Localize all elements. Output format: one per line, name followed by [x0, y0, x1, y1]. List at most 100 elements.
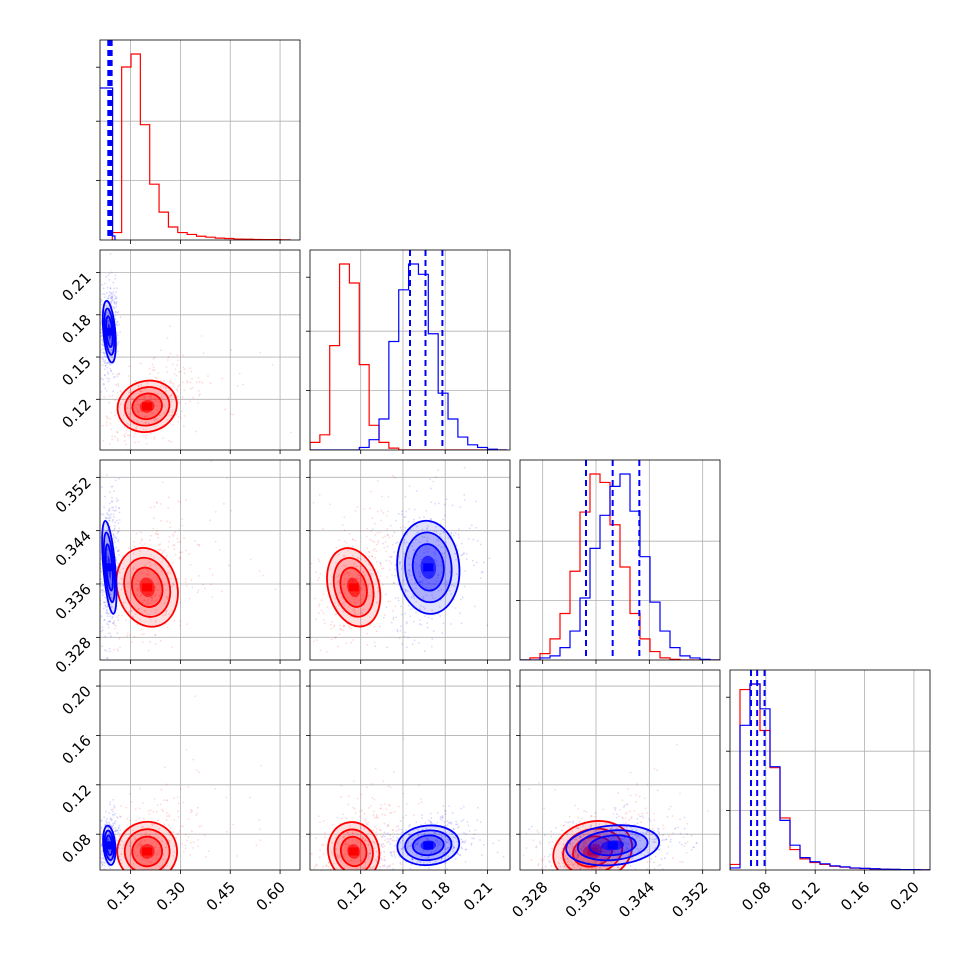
scatter-point-blue — [637, 851, 639, 853]
scatter-point-red — [373, 847, 376, 850]
scatter-point-blue — [441, 816, 444, 819]
scatter-point-red — [97, 593, 99, 595]
scatter-point-blue — [450, 583, 453, 586]
scatter-point-blue — [658, 848, 661, 851]
scatter-point-red — [557, 881, 559, 883]
scatter-point-red — [117, 883, 119, 885]
scatter-point-red — [184, 847, 187, 850]
scatter-point-blue — [463, 466, 466, 469]
scatter-point-blue — [413, 549, 416, 552]
scatter-point-blue — [594, 812, 597, 814]
scatter-point-blue — [108, 803, 111, 806]
scatter-point-red — [142, 802, 144, 804]
scatter-point-red — [380, 857, 382, 859]
scatter-point-blue — [100, 589, 103, 592]
scatter-point-red — [143, 599, 146, 602]
scatter-point-red — [167, 507, 170, 509]
scatter-point-blue — [435, 839, 437, 842]
scatter-point-red — [339, 592, 342, 595]
scatter-point-blue — [104, 601, 107, 604]
scatter-point-red — [320, 599, 323, 602]
scatter-point-red — [168, 395, 170, 398]
scatter-point-red — [587, 872, 589, 874]
scatter-point-blue — [109, 650, 111, 653]
scatter-point-red — [343, 593, 346, 595]
scatter-point-red — [155, 418, 158, 421]
scatter-point-blue — [114, 624, 117, 627]
contour-blue — [102, 531, 116, 604]
scatter-point-red — [412, 814, 415, 817]
scatter-point-red — [389, 864, 392, 866]
scatter-point-red — [113, 878, 115, 880]
scatter-point-red — [125, 432, 127, 435]
scatter-point-blue — [608, 820, 611, 823]
scatter-point-blue — [104, 516, 107, 519]
scatter-point-blue — [115, 546, 118, 549]
scatter-point-blue — [104, 387, 107, 390]
scatter-point-red — [119, 646, 121, 649]
scatter-point-red — [141, 825, 144, 828]
scatter-point-red — [154, 417, 157, 420]
scatter-point-red — [149, 396, 152, 399]
scatter-point-blue — [386, 832, 389, 835]
scatter-point-red — [165, 815, 168, 818]
scatter-point-blue — [383, 864, 386, 867]
scatter-point-blue — [113, 541, 116, 544]
scatter-point-blue — [100, 861, 103, 863]
scatter-point-red — [230, 509, 233, 512]
scatter-point-blue — [427, 857, 429, 860]
scatter-point-blue — [463, 832, 465, 834]
scatter-point-blue — [639, 815, 642, 818]
scatter-point-red — [181, 871, 183, 873]
scatter-point-blue — [103, 506, 106, 509]
scatter-point-red — [364, 818, 367, 821]
scatter-point-blue — [413, 880, 415, 882]
scatter-point-blue — [110, 578, 113, 581]
scatter-point-blue — [452, 850, 455, 853]
scatter-point-blue — [105, 356, 107, 358]
panel-border — [729, 669, 931, 871]
scatter-point-red — [125, 806, 128, 809]
scatter-point-red — [179, 788, 182, 790]
scatter-point-red — [343, 529, 346, 532]
scatter-point-red — [352, 832, 354, 835]
scatter-point-red — [625, 891, 627, 893]
scatter-point-red — [357, 613, 360, 615]
scatter-point-blue — [109, 296, 112, 299]
scatter-point-blue — [601, 841, 604, 844]
scatter-point-red — [376, 828, 378, 831]
scatter-point-blue — [413, 561, 416, 564]
scatter-point-red — [345, 642, 348, 645]
scatter-point-blue — [415, 525, 418, 528]
scatter-point-blue — [437, 469, 440, 471]
scatter-point-red — [679, 818, 681, 821]
scatter-point-blue — [101, 864, 104, 866]
scatter-point-red — [649, 837, 651, 840]
scatter-point-blue — [479, 577, 482, 579]
scatter-point-red — [140, 883, 142, 885]
scatter-point-red — [371, 555, 374, 557]
scatter-point-blue — [579, 867, 582, 870]
scatter-point-blue — [407, 874, 409, 876]
scatter-point-red — [118, 527, 121, 530]
scatter-point-red — [569, 843, 572, 846]
scatter-point-red — [361, 588, 364, 591]
scatter-point-blue — [496, 851, 499, 854]
scatter-point-red — [168, 814, 171, 816]
scatter-point-blue — [472, 538, 475, 541]
scatter-point-red — [144, 543, 146, 545]
scatter-point-blue — [590, 824, 593, 827]
density-peak-blue — [104, 841, 115, 850]
scatter-point-red — [331, 824, 334, 826]
scatter-point-red — [141, 538, 143, 541]
scatter-point-red — [148, 561, 151, 564]
panel-p3-p2 — [306, 459, 511, 664]
scatter-point-red — [376, 590, 379, 593]
scatter-point-red — [141, 544, 144, 547]
scatter-point-red — [346, 843, 349, 845]
scatter-point-blue — [397, 828, 400, 831]
scatter-point-blue — [105, 861, 107, 864]
scatter-point-red — [357, 574, 360, 577]
scatter-point-red — [540, 867, 543, 870]
scatter-point-red — [334, 602, 336, 604]
